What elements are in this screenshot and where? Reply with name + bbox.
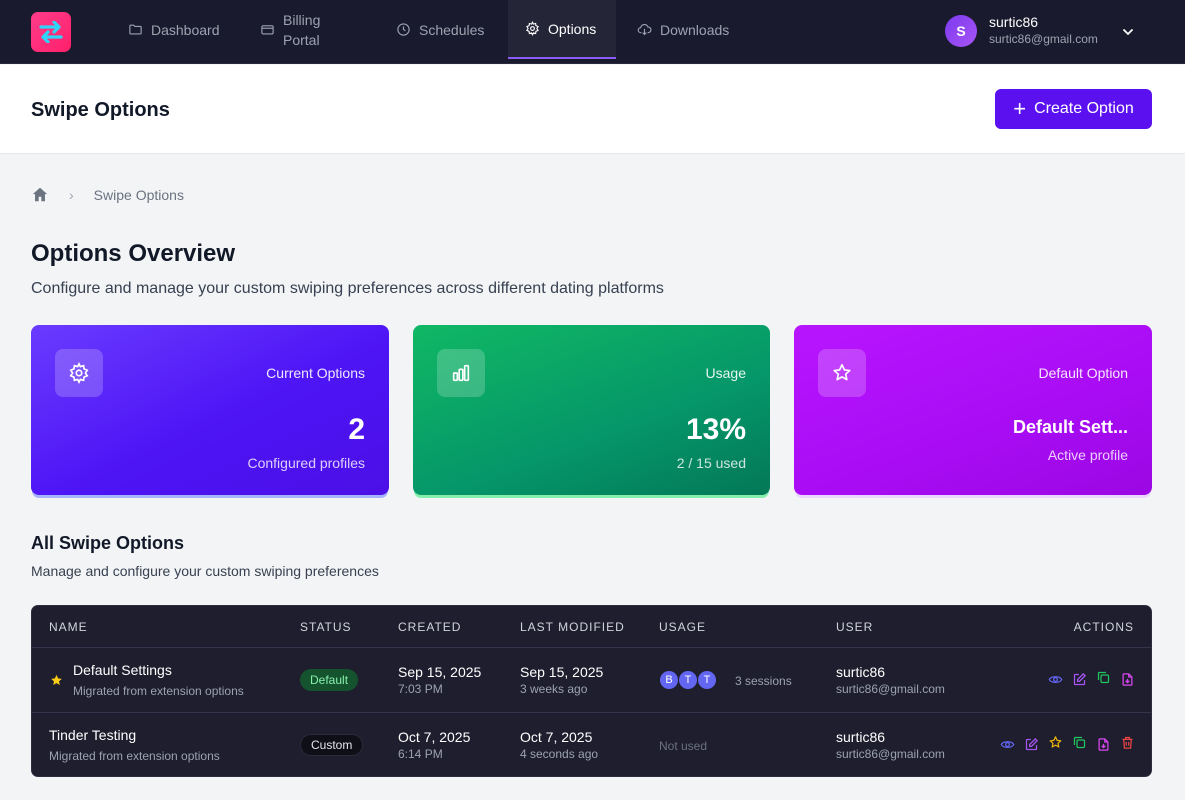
option-description: Migrated from extension options [73,684,244,698]
column-header: USAGE [659,620,707,634]
nav-dashboard[interactable]: Dashboard [128,0,220,59]
chevron-right-icon: › [69,187,74,203]
table-row[interactable]: Tinder Testing Migrated from extension o… [32,712,1151,776]
status-badge: Default [300,669,359,691]
cloud-download-icon [637,24,652,36]
user-name: surtic86 [989,14,1039,30]
usage-avatar: B [659,670,679,690]
modified-date: Oct 7, 2025 [520,729,593,745]
trash-icon[interactable] [1120,735,1135,750]
app-logo[interactable] [31,12,71,52]
column-header: STATUS [300,620,352,634]
set-default-star-icon[interactable] [1048,735,1063,750]
nav-downloads-label: Downloads [660,21,730,38]
stat-sub: Active profile [1047,447,1128,463]
breadcrumb-current: Swipe Options [93,187,184,203]
usage-avatar: T [697,670,717,690]
overview-title: Options Overview [31,240,236,267]
column-header: NAME [49,620,88,634]
created-date: Oct 7, 2025 [398,729,471,745]
swap-arrows-icon [39,21,63,43]
row-user-email: surtic86@gmail.com [836,682,945,696]
stat-sub: 2 / 15 used [676,455,746,471]
view-icon[interactable] [1048,672,1063,687]
modified-date: Sep 15, 2025 [520,664,604,680]
top-nav: Dashboard Billing Portal Schedules Optio… [0,0,1185,64]
create-option-label: Create Option [1034,100,1134,117]
column-header: LAST MODIFIED [520,620,625,634]
stat-label: Usage [705,365,746,381]
usage-not-used: Not used [659,739,708,753]
list-subtitle: Manage and configure your custom swiping… [31,563,379,579]
usage-avatar: T [678,670,698,690]
gear-icon [526,21,539,36]
table-row[interactable]: Default Settings Migrated from extension… [32,647,1151,712]
modified-relative: 3 weeks ago [520,682,588,696]
option-name: Default Settings [73,662,172,678]
option-name: Tinder Testing [49,727,137,743]
usage-sessions: 3 sessions [735,674,792,688]
duplicate-icon[interactable] [1096,670,1111,685]
view-icon[interactable] [1000,737,1015,752]
nav-downloads[interactable]: Downloads [637,0,729,59]
page-title: Swipe Options [31,99,170,121]
nav-dashboard-label: Dashboard [151,21,220,38]
stat-value: Default Sett... [1012,417,1128,437]
row-user-name: surtic86 [836,729,886,745]
star-icon [833,363,851,381]
row-user-name: surtic86 [836,664,886,680]
created-time: 7:03 PM [398,682,443,696]
stat-card-default-option: Default Option Default Sett... Active pr… [794,325,1152,495]
column-header: CREATED [398,620,462,634]
row-user-email: surtic86@gmail.com [836,747,945,761]
export-icon[interactable] [1096,737,1111,752]
home-icon[interactable] [31,186,49,204]
export-icon[interactable] [1120,672,1135,687]
duplicate-icon[interactable] [1072,735,1087,750]
bar-chart-icon [452,364,470,382]
nav-options-label: Options [548,20,597,37]
user-email: surtic86@gmail.com [989,32,1098,46]
gear-icon [69,362,89,384]
chevron-down-icon[interactable] [1120,24,1136,40]
folder-icon [129,24,142,35]
created-date: Sep 15, 2025 [398,664,482,680]
stat-label: Current Options [266,365,365,381]
column-header: USER [836,620,874,634]
avatar: S [945,15,977,47]
plus-icon: + [1013,96,1027,121]
credit-card-icon [261,25,274,35]
create-option-button[interactable]: + Create Option [995,89,1152,129]
nav-options[interactable]: Options [508,0,616,59]
edit-icon[interactable] [1024,737,1039,752]
nav-schedules-label: Schedules [419,21,485,38]
breadcrumb: › Swipe Options [31,184,184,206]
nav-billing-label: Billing Portal [283,11,321,48]
clock-icon [397,23,410,36]
stat-label: Default Option [1038,365,1129,381]
status-badge: Custom [300,734,364,756]
page-header: Swipe Options + Create Option [0,65,1185,154]
edit-icon[interactable] [1072,672,1087,687]
overview-subtitle: Configure and manage your custom swiping… [31,280,664,297]
modified-relative: 4 seconds ago [520,747,599,761]
user-menu[interactable]: S surtic86 surtic86@gmail.com [945,14,1098,48]
usage-avatars: B T T [659,670,717,690]
stat-card-usage: Usage 13% 2 / 15 used [413,325,770,495]
created-time: 6:14 PM [398,747,443,761]
stat-card-current-options: Current Options 2 Configured profiles [31,325,389,495]
option-description: Migrated from extension options [49,749,220,763]
options-table: NAME STATUS CREATED LAST MODIFIED USAGE … [31,605,1152,777]
stat-value: 2 [348,413,365,446]
stat-value: 13% [685,413,746,446]
nav-billing-portal[interactable]: Billing Portal [260,0,343,59]
list-title: All Swipe Options [31,533,185,553]
column-header: ACTIONS [1073,620,1134,634]
nav-schedules[interactable]: Schedules [396,0,484,59]
default-star-icon [51,674,62,685]
stat-sub: Configured profiles [247,455,365,471]
